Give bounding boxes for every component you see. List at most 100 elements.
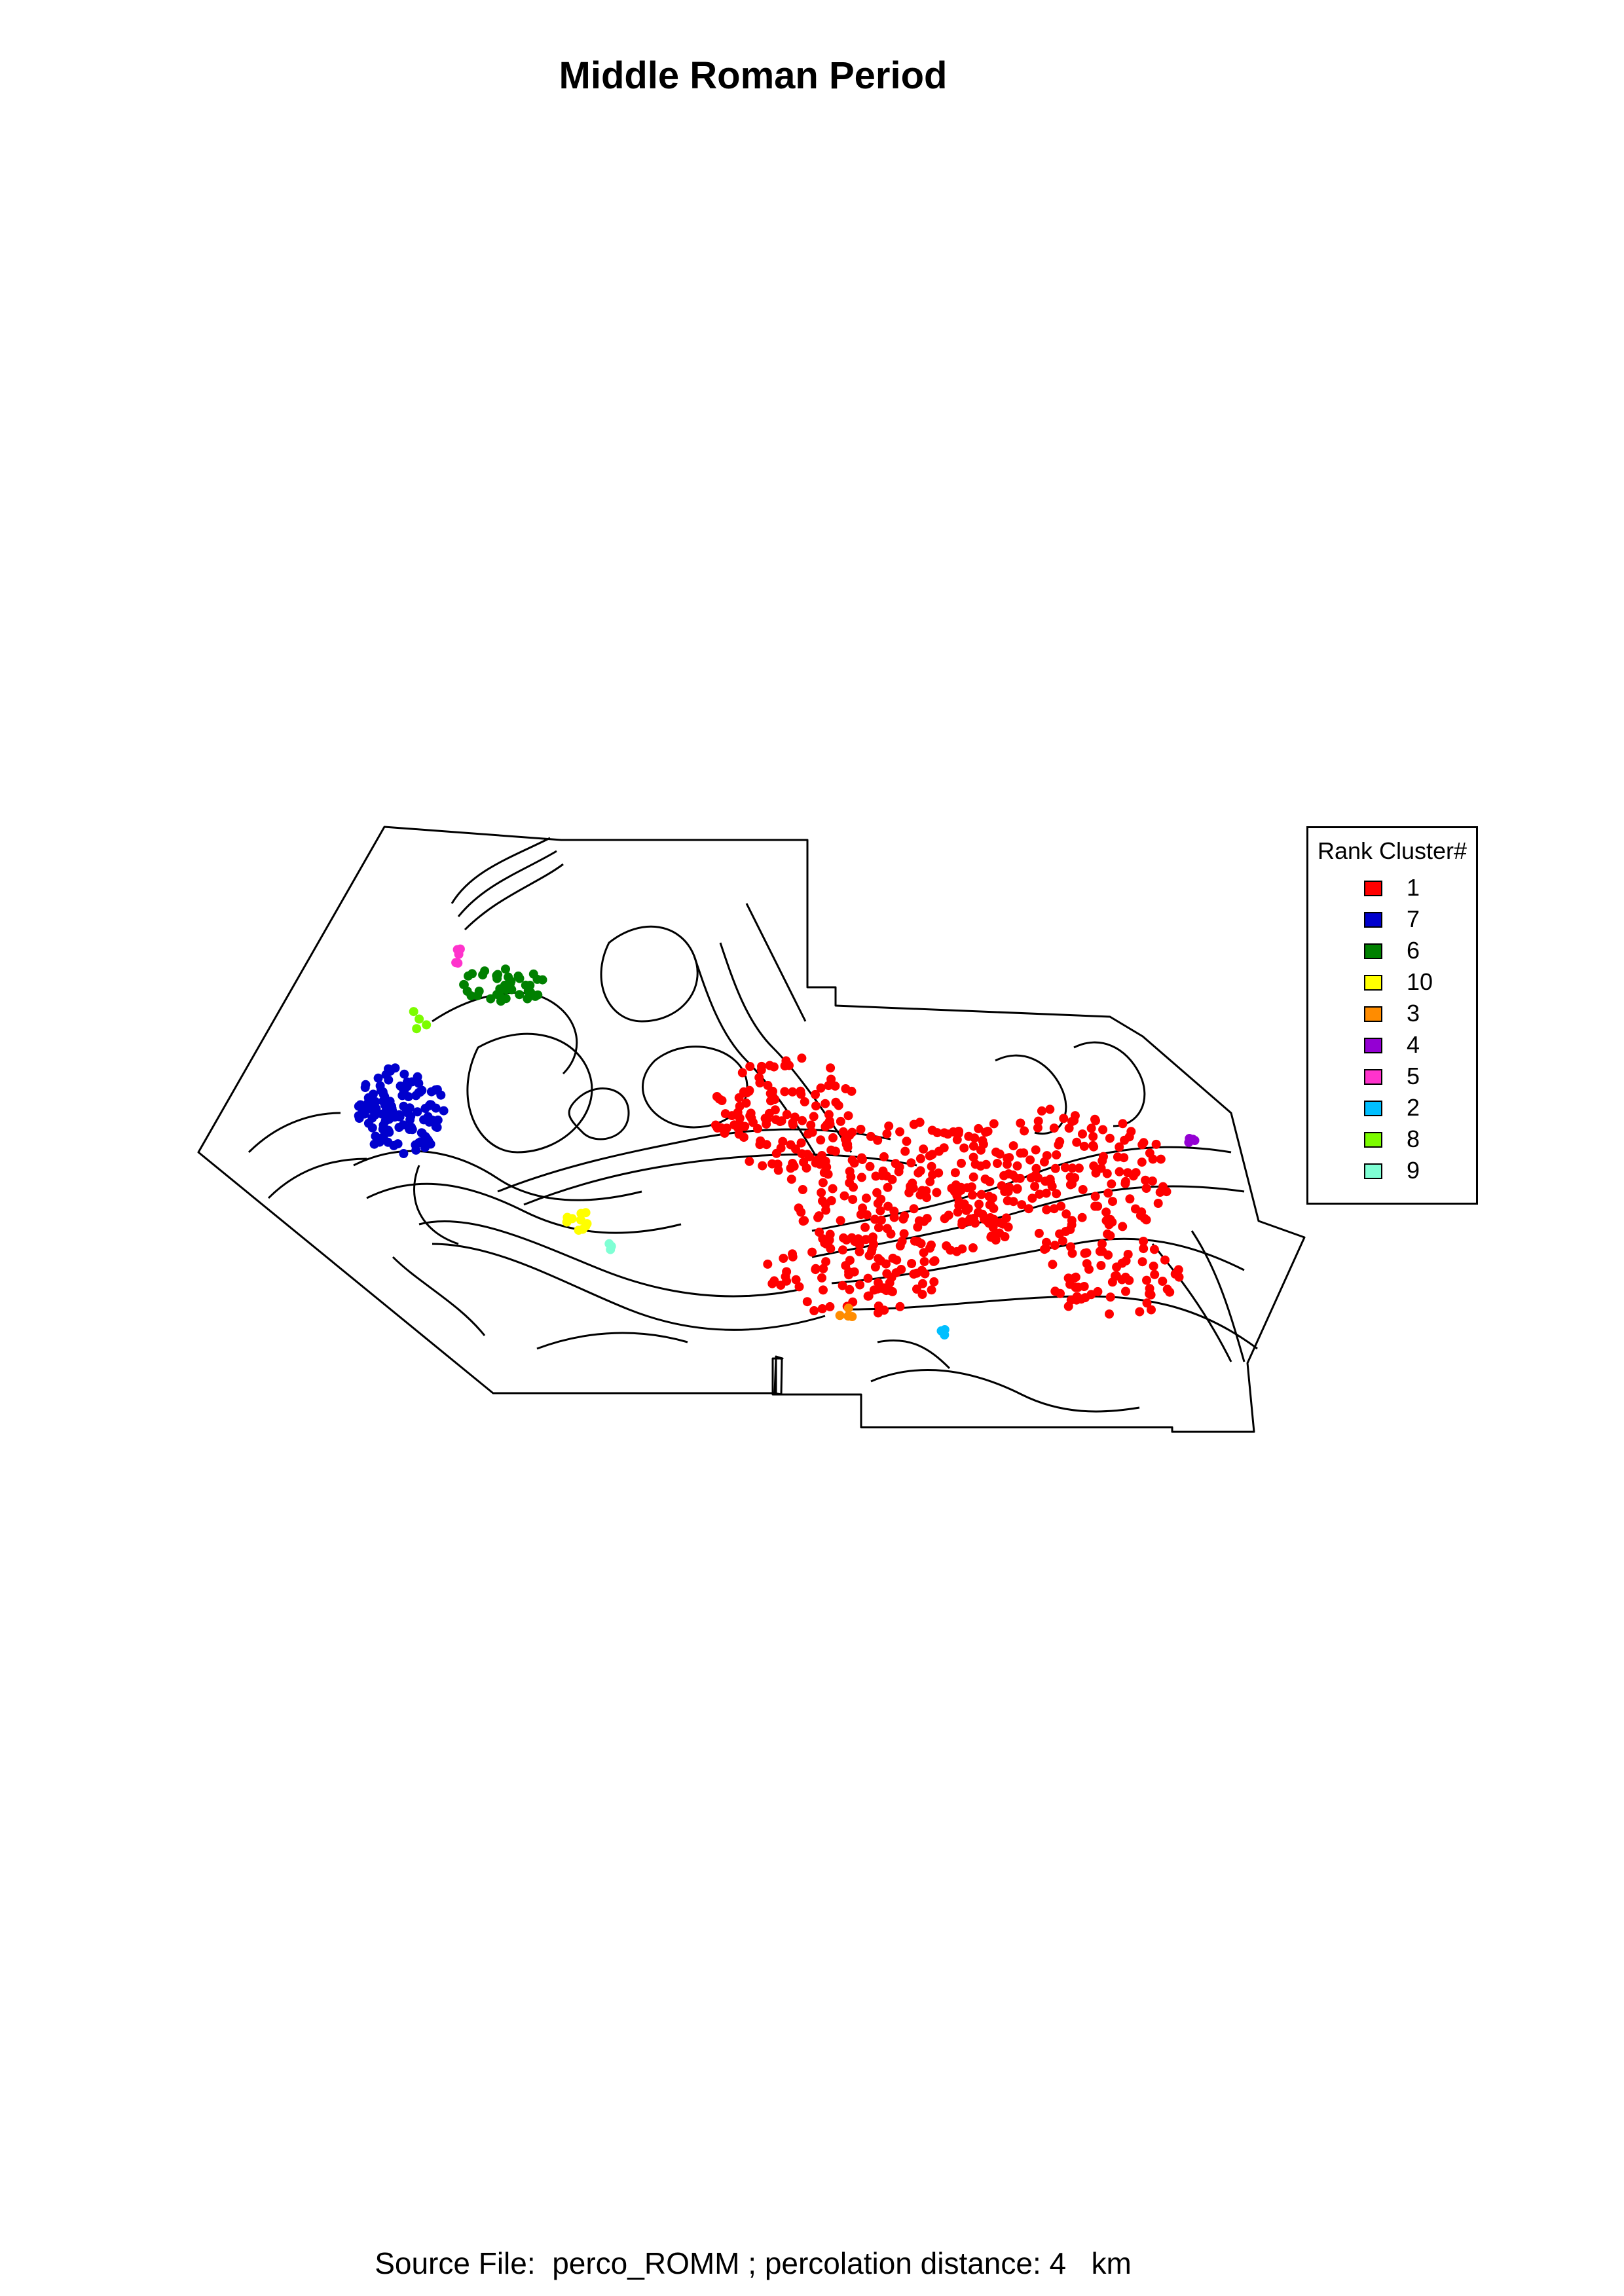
site-point: [563, 1212, 572, 1222]
site-point: [932, 1188, 942, 1197]
site-point: [1124, 1132, 1134, 1142]
site-point: [1050, 1163, 1060, 1173]
legend-swatch: [1364, 1132, 1382, 1148]
site-point: [1105, 1292, 1115, 1302]
site-point: [927, 1285, 936, 1295]
site-point: [798, 1185, 807, 1194]
site-point: [1003, 1222, 1013, 1232]
site-point: [967, 1182, 976, 1192]
legend-swatch: [1364, 912, 1382, 928]
site-point: [855, 1247, 864, 1256]
site-point: [1008, 1197, 1018, 1207]
site-point: [722, 1123, 731, 1133]
site-point: [1151, 1139, 1161, 1149]
site-point: [912, 1268, 921, 1278]
site-point: [1137, 1207, 1147, 1217]
site-point: [847, 1156, 857, 1165]
site-point: [1113, 1152, 1122, 1162]
site-point: [847, 1233, 857, 1243]
site-point: [1041, 1188, 1051, 1198]
site-point: [1125, 1194, 1135, 1204]
site-point: [874, 1301, 883, 1311]
site-point: [895, 1302, 905, 1311]
site-point: [1105, 1214, 1115, 1224]
site-point: [882, 1129, 892, 1139]
site-point: [424, 1136, 434, 1146]
legend-label: 8: [1407, 1125, 1420, 1152]
site-point: [919, 1257, 929, 1266]
site-point: [384, 1125, 393, 1135]
site-point: [985, 1177, 995, 1186]
site-point: [466, 991, 476, 1001]
site-point: [1115, 1142, 1124, 1152]
site-point: [906, 1184, 915, 1194]
site-point: [1107, 1179, 1116, 1189]
site-point: [729, 1120, 739, 1130]
site-point: [1091, 1168, 1101, 1178]
site-point: [513, 971, 523, 981]
site-point: [1118, 1119, 1128, 1129]
site-point: [745, 1156, 754, 1166]
site-point: [1020, 1126, 1029, 1136]
site-point: [1103, 1188, 1113, 1198]
site-point: [506, 976, 516, 986]
site-point: [830, 1081, 840, 1091]
site-point: [712, 1092, 722, 1101]
site-point: [968, 1243, 978, 1252]
site-point: [896, 1265, 906, 1274]
site-point: [1153, 1199, 1163, 1208]
site-point: [836, 1216, 845, 1226]
site-point: [1121, 1286, 1130, 1296]
site-point: [848, 1195, 858, 1205]
site-point: [574, 1226, 583, 1235]
site-point: [929, 1277, 939, 1286]
site-point: [882, 1224, 892, 1233]
site-point: [794, 1203, 803, 1213]
legend-swatch: [1364, 1038, 1382, 1053]
site-point: [796, 1086, 805, 1096]
site-point: [1031, 1163, 1041, 1173]
site-point: [819, 1264, 828, 1273]
site-point: [581, 1208, 591, 1218]
site-point: [1082, 1259, 1092, 1269]
site-point: [1120, 1178, 1130, 1188]
site-point: [1024, 1204, 1033, 1214]
site-point: [532, 974, 542, 984]
site-point: [755, 1078, 765, 1087]
site-point: [817, 1304, 827, 1313]
site-point: [757, 1061, 766, 1071]
site-point: [993, 1159, 1002, 1168]
site-point: [1098, 1247, 1107, 1256]
site-point: [370, 1110, 380, 1120]
site-point: [1090, 1192, 1100, 1201]
site-point: [581, 1222, 591, 1231]
site-point: [1027, 1194, 1037, 1203]
legend-item: 4: [1308, 1031, 1476, 1063]
site-point: [820, 1238, 830, 1248]
site-point: [417, 1085, 427, 1095]
site-point: [927, 1150, 937, 1159]
site-point: [1015, 1173, 1025, 1183]
site-point: [869, 1239, 879, 1249]
site-point: [881, 1259, 891, 1269]
site-point: [861, 1235, 871, 1245]
site-point: [895, 1162, 904, 1172]
site-point: [811, 1089, 820, 1099]
site-point: [776, 1143, 786, 1153]
site-point: [399, 1069, 409, 1079]
site-point: [788, 1159, 798, 1168]
site-point: [816, 1135, 826, 1145]
site-point: [809, 1112, 819, 1121]
site-point: [1040, 1245, 1049, 1254]
site-point: [1139, 1237, 1149, 1246]
site-point: [922, 1193, 932, 1203]
site-point: [828, 1133, 838, 1142]
site-point: [1118, 1222, 1128, 1231]
site-point: [1061, 1209, 1071, 1219]
site-point: [1131, 1168, 1141, 1178]
site-point: [991, 1147, 1001, 1157]
site-point: [830, 1146, 840, 1156]
legend-item: 5: [1308, 1063, 1476, 1094]
site-point: [1077, 1294, 1086, 1304]
site-point: [1099, 1152, 1108, 1161]
